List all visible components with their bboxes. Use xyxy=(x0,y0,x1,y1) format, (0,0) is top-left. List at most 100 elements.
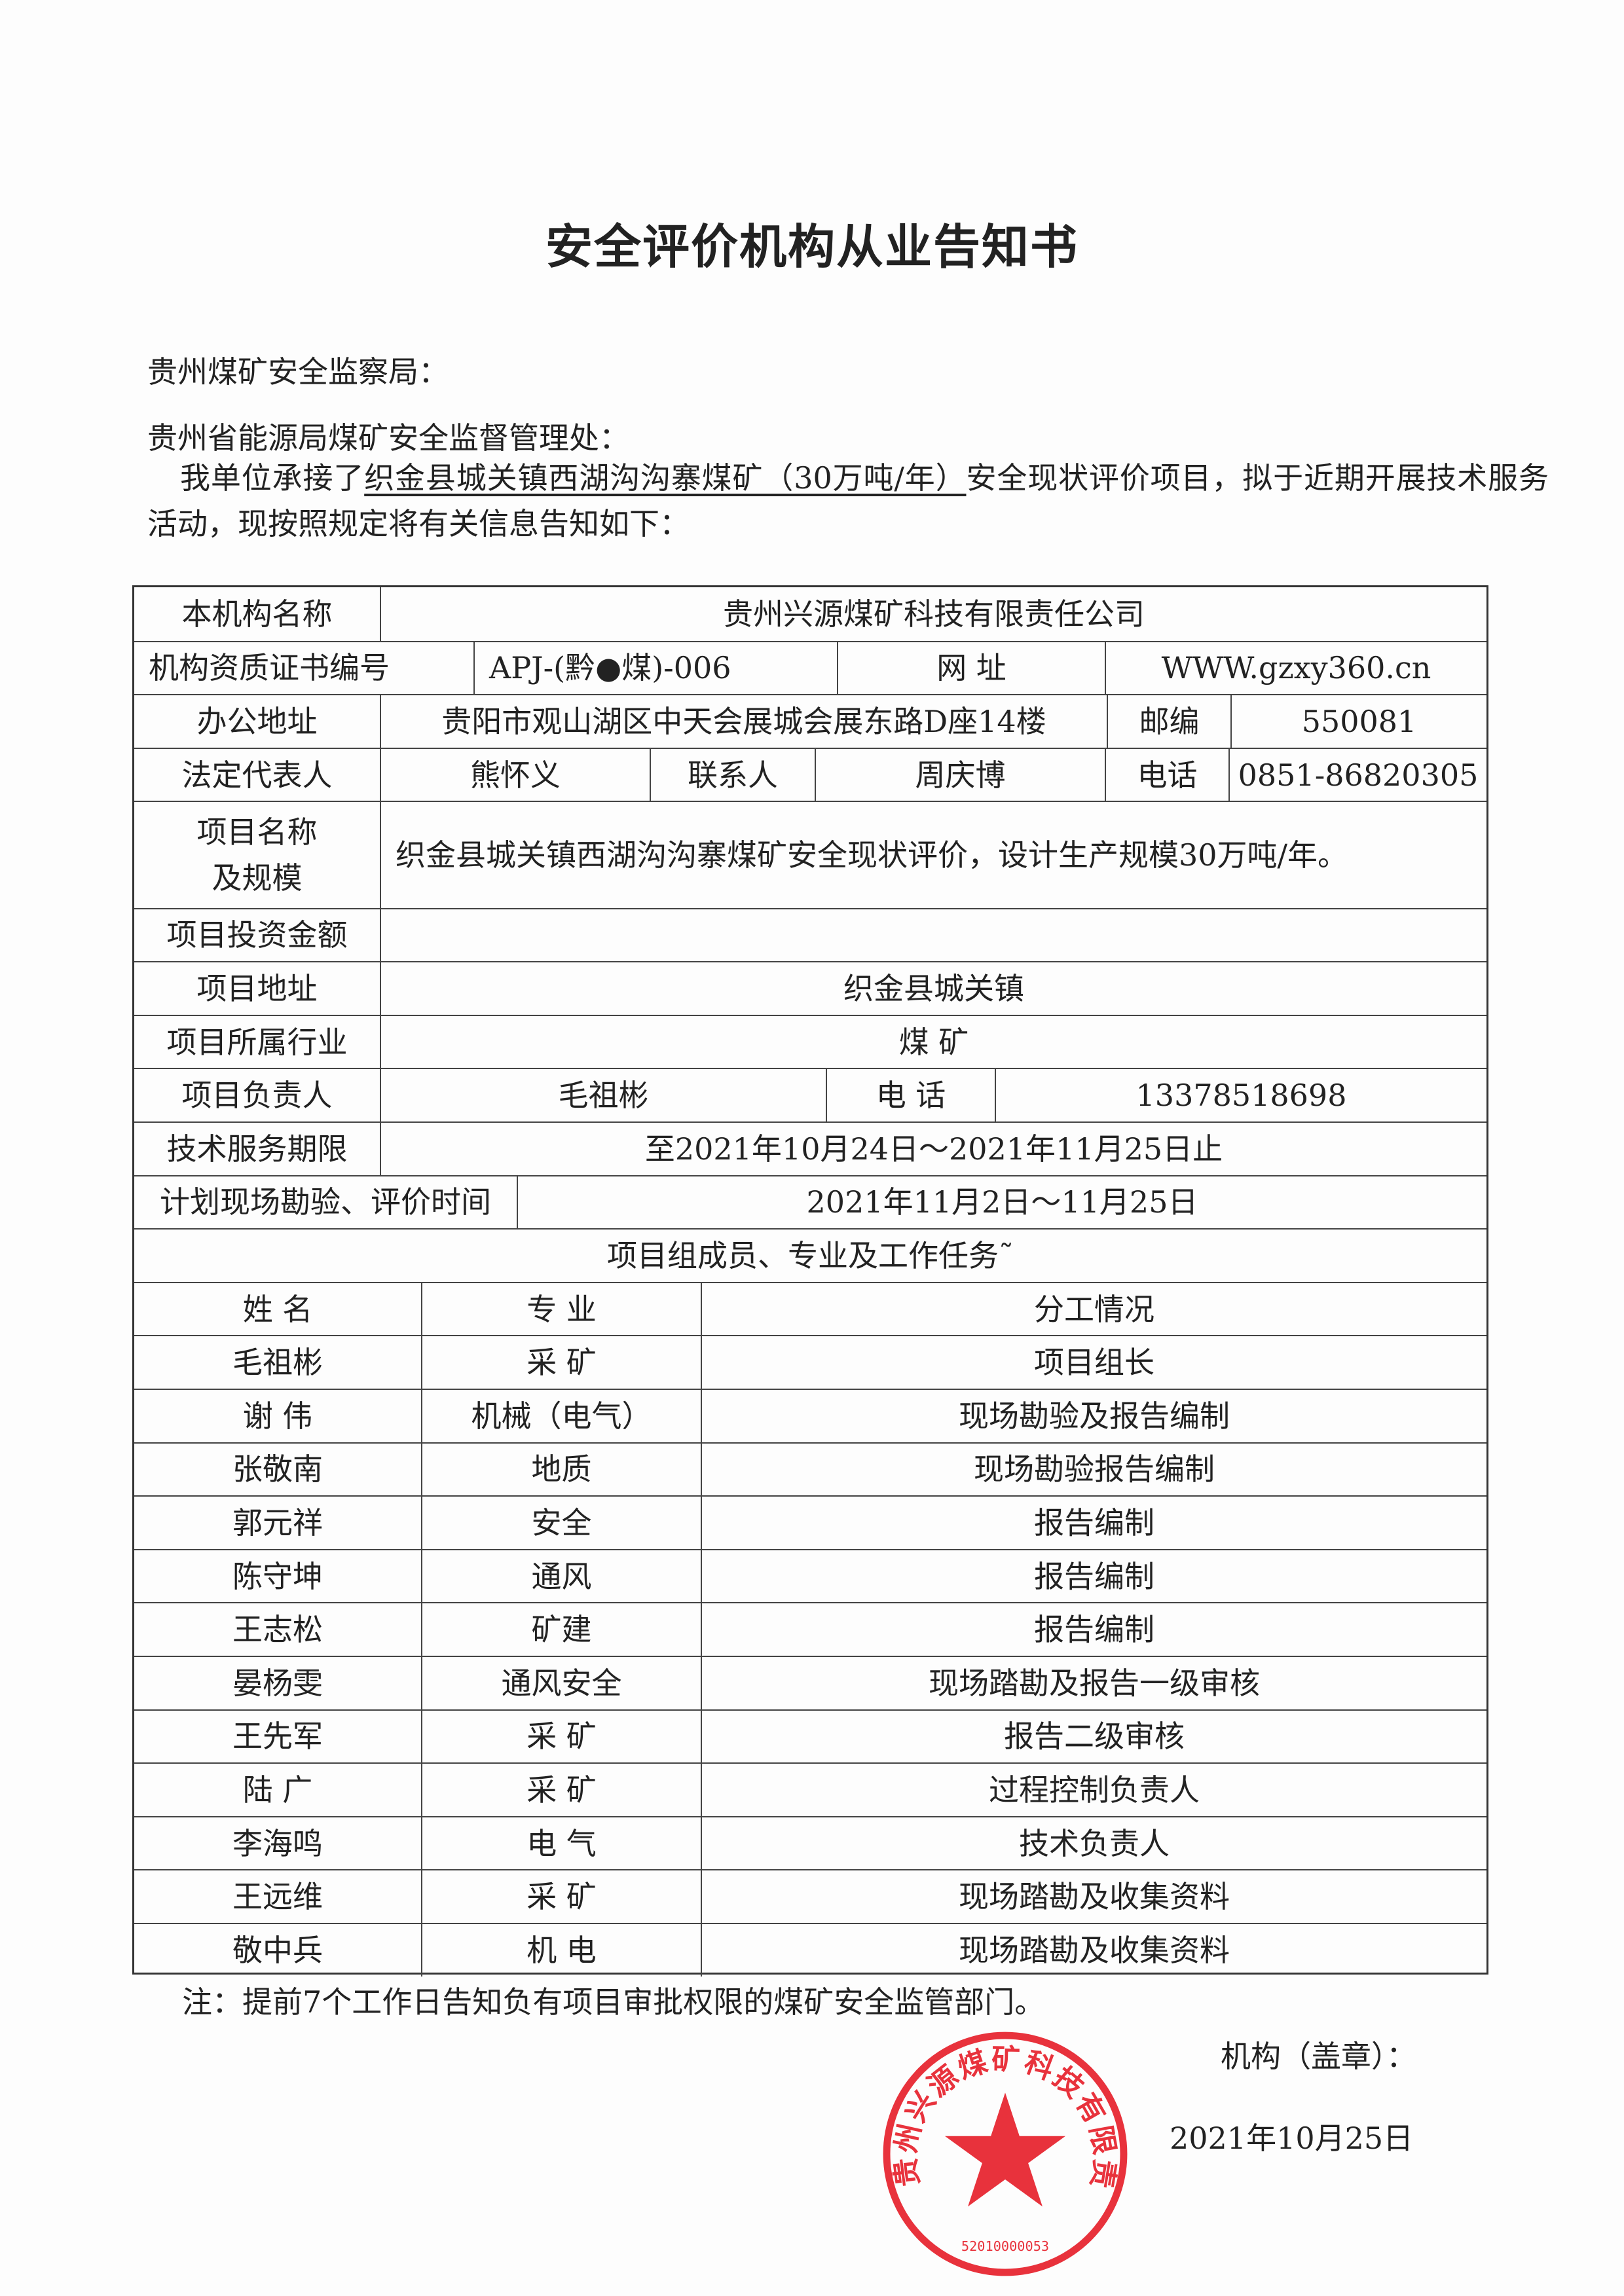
member-task: 现场勘验及报告编制 xyxy=(701,1390,1486,1442)
legal-rep-value: 熊怀义 xyxy=(380,748,650,801)
contact-value: 周庆博 xyxy=(815,748,1105,801)
member-name: 王先军 xyxy=(232,1719,323,1755)
cert-no-value: APJ-(黔●煤)-006 xyxy=(473,642,837,695)
member-task: 报告编制 xyxy=(701,1497,1486,1549)
table-row: 项目组成员、专业及工作任务˜ xyxy=(134,1228,1486,1282)
member-row: 敬中兵 机 电现场踏勘及收集资料 xyxy=(134,1923,1486,1977)
member-major: 通风 xyxy=(421,1550,701,1603)
member-task: 现场踏勘及收集资料 xyxy=(701,1924,1486,1977)
member-task: 技术负责人 xyxy=(701,1817,1486,1870)
member-task: 现场踏勘及报告一级审核 xyxy=(701,1657,1486,1709)
project-name-label: 项目名称 及规模 xyxy=(134,802,380,907)
table-row: 项目地址 织金县城关镇 xyxy=(134,961,1486,1015)
member-major: 地质 xyxy=(421,1443,701,1496)
intro-after: 安全现状评价项目，拟于近期开展技术服务活动，现按照规定将有关信息告知如下： xyxy=(147,460,1549,541)
member-task: 报告编制 xyxy=(701,1603,1486,1656)
member-row: 陆 广 采 矿过程控制负责人 xyxy=(134,1762,1486,1816)
member-name: 毛祖彬 xyxy=(232,1345,323,1381)
table-row: 项目负责人 毛祖彬电 话 13378518698 xyxy=(134,1068,1486,1121)
member-major: 采 矿 xyxy=(421,1870,701,1923)
member-row: 毛祖彬 采 矿项目组长 xyxy=(134,1335,1486,1389)
service-period-value: 至2021年10月24日～2021年11月25日止 xyxy=(380,1123,1486,1175)
member-name: 谢 伟 xyxy=(242,1398,313,1434)
members-title: 项目组成员、专业及工作任务˜ xyxy=(607,1237,1014,1273)
address-label: 办公地址 xyxy=(196,703,318,739)
member-major: 机 电 xyxy=(421,1924,701,1977)
survey-time-label: 计划现场勘验、评价时间 xyxy=(160,1184,491,1220)
postcode-value: 550081 xyxy=(1230,695,1486,748)
member-row: 谢 伟 机械（电气） 现场勘验及报告编制 xyxy=(134,1389,1486,1442)
project-name-value: 织金县城关镇西湖沟沟寨煤矿安全现状评价，设计生产规模30万吨/年。 xyxy=(380,802,1486,908)
recipient-1: 贵州煤矿安全监察局： xyxy=(147,354,449,390)
member-name: 王志松 xyxy=(232,1612,323,1648)
table-row: 技术服务期限 至2021年10月24日～2021年11月25日止 xyxy=(134,1121,1486,1175)
leader-phone-value: 13378518698 xyxy=(995,1069,1486,1121)
member-major: 电 气 xyxy=(421,1817,701,1870)
member-major: 通风安全 xyxy=(421,1657,701,1709)
intro-before: 我单位承接了 xyxy=(180,460,365,496)
member-task: 现场勘验报告编制 xyxy=(701,1443,1486,1496)
table-row: 法定代表人 熊怀义 联系人 周庆博 电话 0851-86820305 xyxy=(134,747,1486,801)
member-task: 现场踏勘及收集资料 xyxy=(701,1870,1486,1923)
industry-value: 煤 矿 xyxy=(380,1015,1486,1068)
table-row: 机构资质证书编号 APJ-(黔●煤)-006 网 址 WWW.gzxy360.cn xyxy=(134,640,1486,695)
member-major: 采 矿 xyxy=(421,1764,701,1816)
member-name: 王远维 xyxy=(232,1879,323,1915)
company-seal: 贵州兴源煤矿科技有限责任公司 52010000053 xyxy=(877,2026,1128,2276)
info-table: 本机构名称 贵州兴源煤矿科技有限责任公司 机构资质证书编号 APJ-(黔●煤)-006… xyxy=(132,585,1488,1977)
address-value: 贵阳市观山湖区中天会展城会展东路D座14楼 xyxy=(380,695,1107,748)
service-period-label: 技术服务期限 xyxy=(166,1131,348,1167)
project-name-label-line: 及规模 xyxy=(212,860,303,896)
table-row: 项目投资金额 xyxy=(134,907,1486,962)
member-major: 矿建 xyxy=(421,1603,701,1656)
member-row: 陈守坤 通风 报告编制 xyxy=(134,1548,1486,1603)
note: 注：提前7个工作日告知负有项目审批权限的煤矿安全监管部门。 xyxy=(182,1984,1045,2020)
member-name: 郭元祥 xyxy=(232,1504,323,1540)
member-task: 报告编制 xyxy=(701,1550,1486,1603)
leader-label: 项目负责人 xyxy=(181,1078,333,1114)
member-row: 李海鸣 电 气技术负责人 xyxy=(134,1815,1486,1870)
date: 2021年10月25日 xyxy=(1170,2121,1414,2156)
member-major: 机械（电气） xyxy=(421,1390,701,1442)
postcode-label: 邮编 xyxy=(1107,695,1230,748)
legal-rep-label: 法定代表人 xyxy=(181,757,333,793)
member-name: 晏杨雯 xyxy=(232,1665,323,1701)
project-address-label: 项目地址 xyxy=(196,970,318,1006)
member-task: 报告二级审核 xyxy=(701,1710,1486,1763)
website-value: WWW.gzxy360.cn xyxy=(1105,642,1486,695)
member-row: 王先军 采 矿报告二级审核 xyxy=(134,1709,1486,1763)
leader-phone-label: 电 话 xyxy=(826,1069,995,1121)
investment-value xyxy=(380,909,1486,962)
member-name: 敬中兵 xyxy=(232,1932,323,1968)
intro-project: 织金县城关镇西湖沟沟寨煤矿（30万吨/年） xyxy=(364,460,967,496)
member-row: 王远维 采 矿现场踏勘及收集资料 xyxy=(134,1869,1486,1923)
member-name: 李海鸣 xyxy=(232,1825,323,1861)
header-task: 分工情况 xyxy=(701,1283,1486,1336)
investment-label: 项目投资金额 xyxy=(166,917,348,953)
header-name: 姓 名 xyxy=(242,1291,313,1327)
document-title: 安全评价机构从业告知书 xyxy=(545,219,1079,274)
table-row: 办公地址 贵阳市观山湖区中天会展城会展东路D座14楼 邮编 550081 xyxy=(134,694,1486,748)
phone-label: 电话 xyxy=(1105,748,1228,801)
recipient-2: 贵州省能源局煤矿安全监督管理处： xyxy=(147,420,629,456)
member-row: 晏杨雯 通风安全 现场踏勘及报告一级审核 xyxy=(134,1656,1486,1709)
member-name: 陆 广 xyxy=(242,1772,313,1808)
table-row: 计划现场勘验、评价时间 2021年11月2日～11月25日 xyxy=(134,1175,1486,1229)
member-name: 陈守坤 xyxy=(232,1558,323,1594)
svg-text:52010000053: 52010000053 xyxy=(961,2238,1049,2254)
member-row: 张敬南 地质 现场勘验报告编制 xyxy=(134,1442,1486,1496)
website-label: 网 址 xyxy=(837,642,1105,695)
contact-label: 联系人 xyxy=(650,748,815,801)
member-major: 采 矿 xyxy=(421,1336,701,1389)
project-address-value: 织金县城关镇 xyxy=(380,962,1486,1015)
table-row: 项目名称 及规模 织金县城关镇西湖沟沟寨煤矿安全现状评价，设计生产规模30万吨/年。 xyxy=(134,801,1486,908)
member-task: 项目组长 xyxy=(701,1336,1486,1389)
table-row: 姓 名 专 业分工情况 xyxy=(134,1281,1486,1336)
project-name-label-line: 项目名称 xyxy=(196,814,318,850)
industry-label: 项目所属行业 xyxy=(166,1024,348,1060)
seal-star-icon xyxy=(944,2092,1066,2207)
survey-time-value: 2021年11月2日～11月25日 xyxy=(517,1176,1486,1229)
table-row: 本机构名称 贵州兴源煤矿科技有限责任公司 xyxy=(134,587,1486,641)
org-name-value: 贵州兴源煤矿科技有限责任公司 xyxy=(380,587,1486,641)
header-major: 专 业 xyxy=(421,1283,701,1336)
